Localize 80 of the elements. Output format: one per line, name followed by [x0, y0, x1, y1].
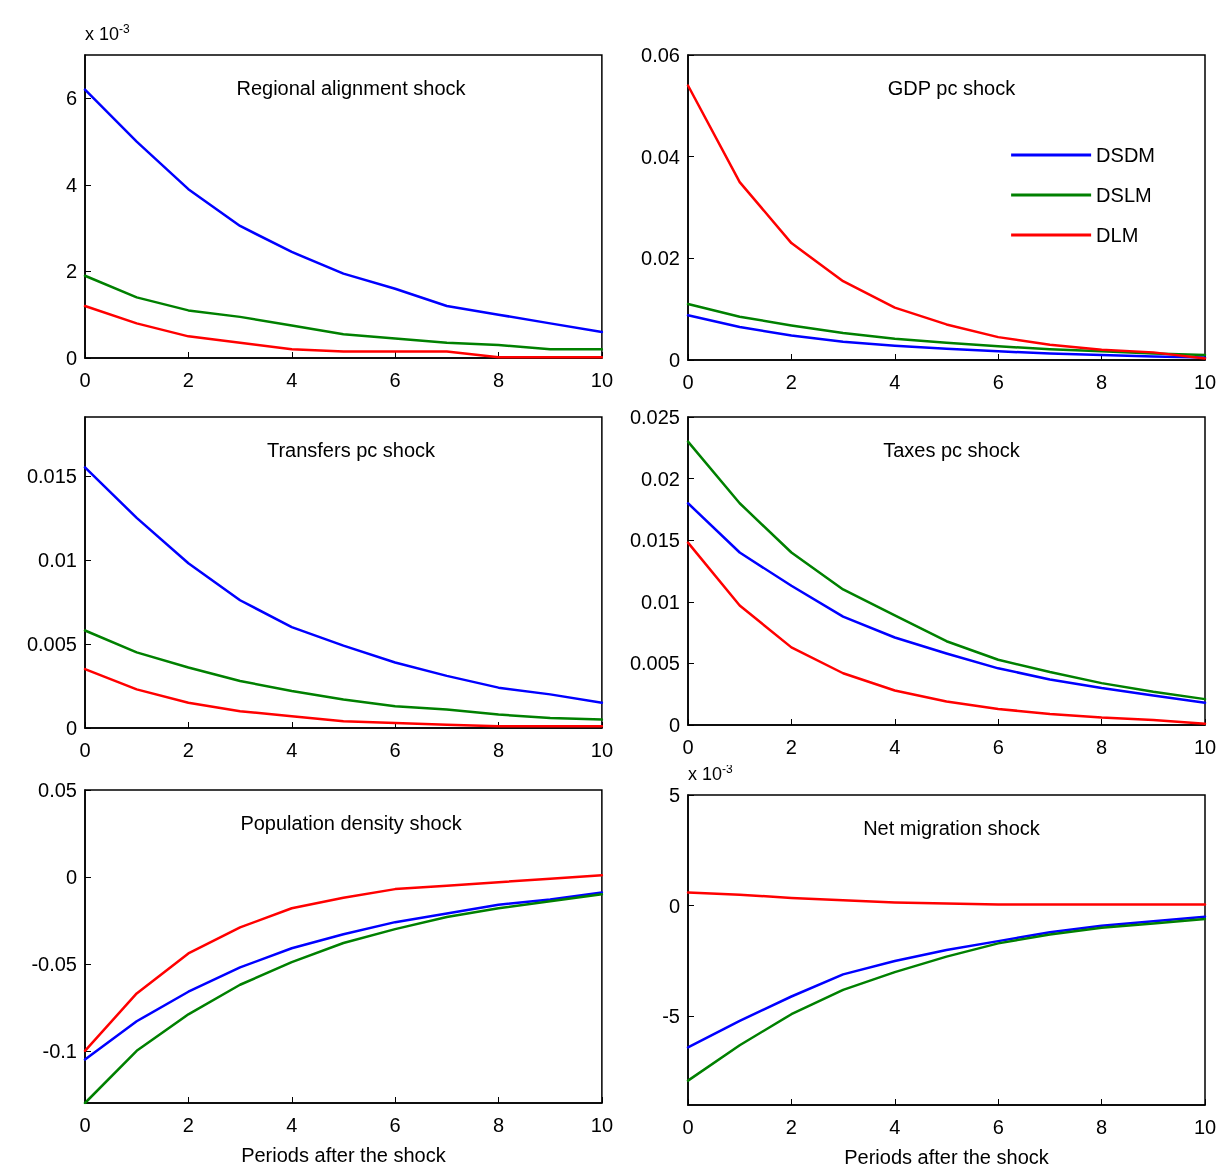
- x-tick-label: 10: [1193, 736, 1217, 758]
- x-tick-label: 8: [492, 369, 505, 391]
- x-tick-label: 10: [590, 739, 613, 761]
- x-tick-label: 8: [1096, 371, 1108, 393]
- x-tick-label: 2: [785, 1116, 797, 1138]
- x-tick-label: 10: [590, 369, 613, 391]
- y-tick-label: 0.02: [641, 247, 680, 270]
- x-tick-label: 2: [182, 1114, 194, 1136]
- x-tick-label: 6: [992, 371, 1004, 393]
- y-tick-label: 0: [65, 717, 77, 739]
- x-tick-label: 2: [785, 736, 797, 758]
- text: Regional alignment shock: [236, 77, 467, 99]
- x-tick-label: 6: [389, 369, 401, 391]
- x-axis-title: Periods after the shock: [241, 1144, 447, 1166]
- text: Transfers pc shock: [266, 439, 437, 461]
- x-axis-title: Periods after the shock: [844, 1146, 1050, 1168]
- y-tick-label: 0: [668, 349, 680, 371]
- x-tick-label: 0: [79, 369, 91, 391]
- x-tick-label: 0: [682, 371, 694, 393]
- x-tick-label: 8: [1096, 736, 1108, 758]
- x-tick-label: 0: [79, 739, 91, 761]
- x-tick-label: 10: [1193, 371, 1217, 393]
- x-tick-label: 8: [1096, 1116, 1108, 1138]
- x-tick-label: 8: [492, 739, 505, 761]
- y-tick-label: -0.05: [31, 952, 77, 975]
- y-tick-label: 0.015: [26, 464, 77, 487]
- x-tick-label: 4: [889, 1116, 901, 1138]
- y-tick-label: -5: [662, 1005, 680, 1028]
- x-tick-label: 10: [590, 1114, 613, 1136]
- x-tick-label: 4: [889, 736, 901, 758]
- y-tick-label: 0.01: [641, 590, 680, 613]
- y-tick-label: 0: [65, 865, 77, 888]
- x-tick-label: 6: [992, 1116, 1004, 1138]
- x-tick-label: 6: [992, 736, 1004, 758]
- legend-label: DSLM: [1096, 184, 1152, 206]
- text: GDP pc shock: [887, 77, 1017, 99]
- line-series: [686, 891, 1207, 906]
- y-tick-label: 4: [65, 173, 77, 196]
- y-tick-label: 0: [668, 894, 680, 917]
- y-tick-label: 0.06: [641, 44, 680, 66]
- x-tick-label: 2: [182, 739, 194, 761]
- y-tick-label: 0.02: [641, 467, 680, 490]
- x-tick-label: 4: [286, 369, 298, 391]
- y-tick-label: 0.025: [629, 406, 680, 428]
- line-series: [686, 915, 1207, 1049]
- y-tick-label: 0.05: [38, 779, 77, 801]
- x-tick-label: 4: [889, 371, 901, 393]
- y-tick-label: 0.005: [26, 632, 77, 655]
- legend-label: DSDM: [1096, 144, 1155, 166]
- x-tick-label: 0: [79, 1114, 91, 1136]
- x-tick-label: 2: [182, 369, 194, 391]
- x-tick-label: 6: [389, 1114, 401, 1136]
- y-tick-label: 0: [65, 347, 77, 369]
- line-series: [83, 274, 604, 351]
- x-tick-label: 6: [389, 739, 401, 761]
- x-tick-label: 4: [286, 739, 298, 761]
- x-tick-label: 10: [1193, 1116, 1217, 1138]
- y-tick-label: 6: [65, 87, 77, 110]
- y-tick-label: 0: [668, 714, 680, 736]
- x-tick-label: 4: [286, 1114, 298, 1136]
- y-tick-label: 0.04: [641, 145, 680, 168]
- text: Taxes pc shock: [883, 439, 1021, 461]
- y-tick-label: 0.01: [38, 548, 77, 571]
- y-tick-label: -0.1: [42, 1039, 77, 1062]
- legend-label: DLM: [1096, 224, 1139, 246]
- y-tick-label: 2: [65, 260, 77, 283]
- text: Net migration shock: [863, 817, 1041, 839]
- line-series: [83, 629, 604, 721]
- x-tick-label: 2: [785, 371, 797, 393]
- y-tick-label: 0.005: [629, 652, 680, 675]
- x-tick-label: 8: [492, 1114, 505, 1136]
- x-tick-label: 0: [682, 1116, 694, 1138]
- x-tick-label: 0: [682, 736, 694, 758]
- text: Population density shock: [240, 812, 463, 834]
- line-series: [686, 917, 1207, 1082]
- line-series: [686, 501, 1207, 705]
- y-tick-label: 5: [668, 784, 680, 806]
- line-series: [83, 466, 604, 705]
- line-series: [686, 440, 1207, 701]
- y-tick-label: 0.015: [629, 529, 680, 552]
